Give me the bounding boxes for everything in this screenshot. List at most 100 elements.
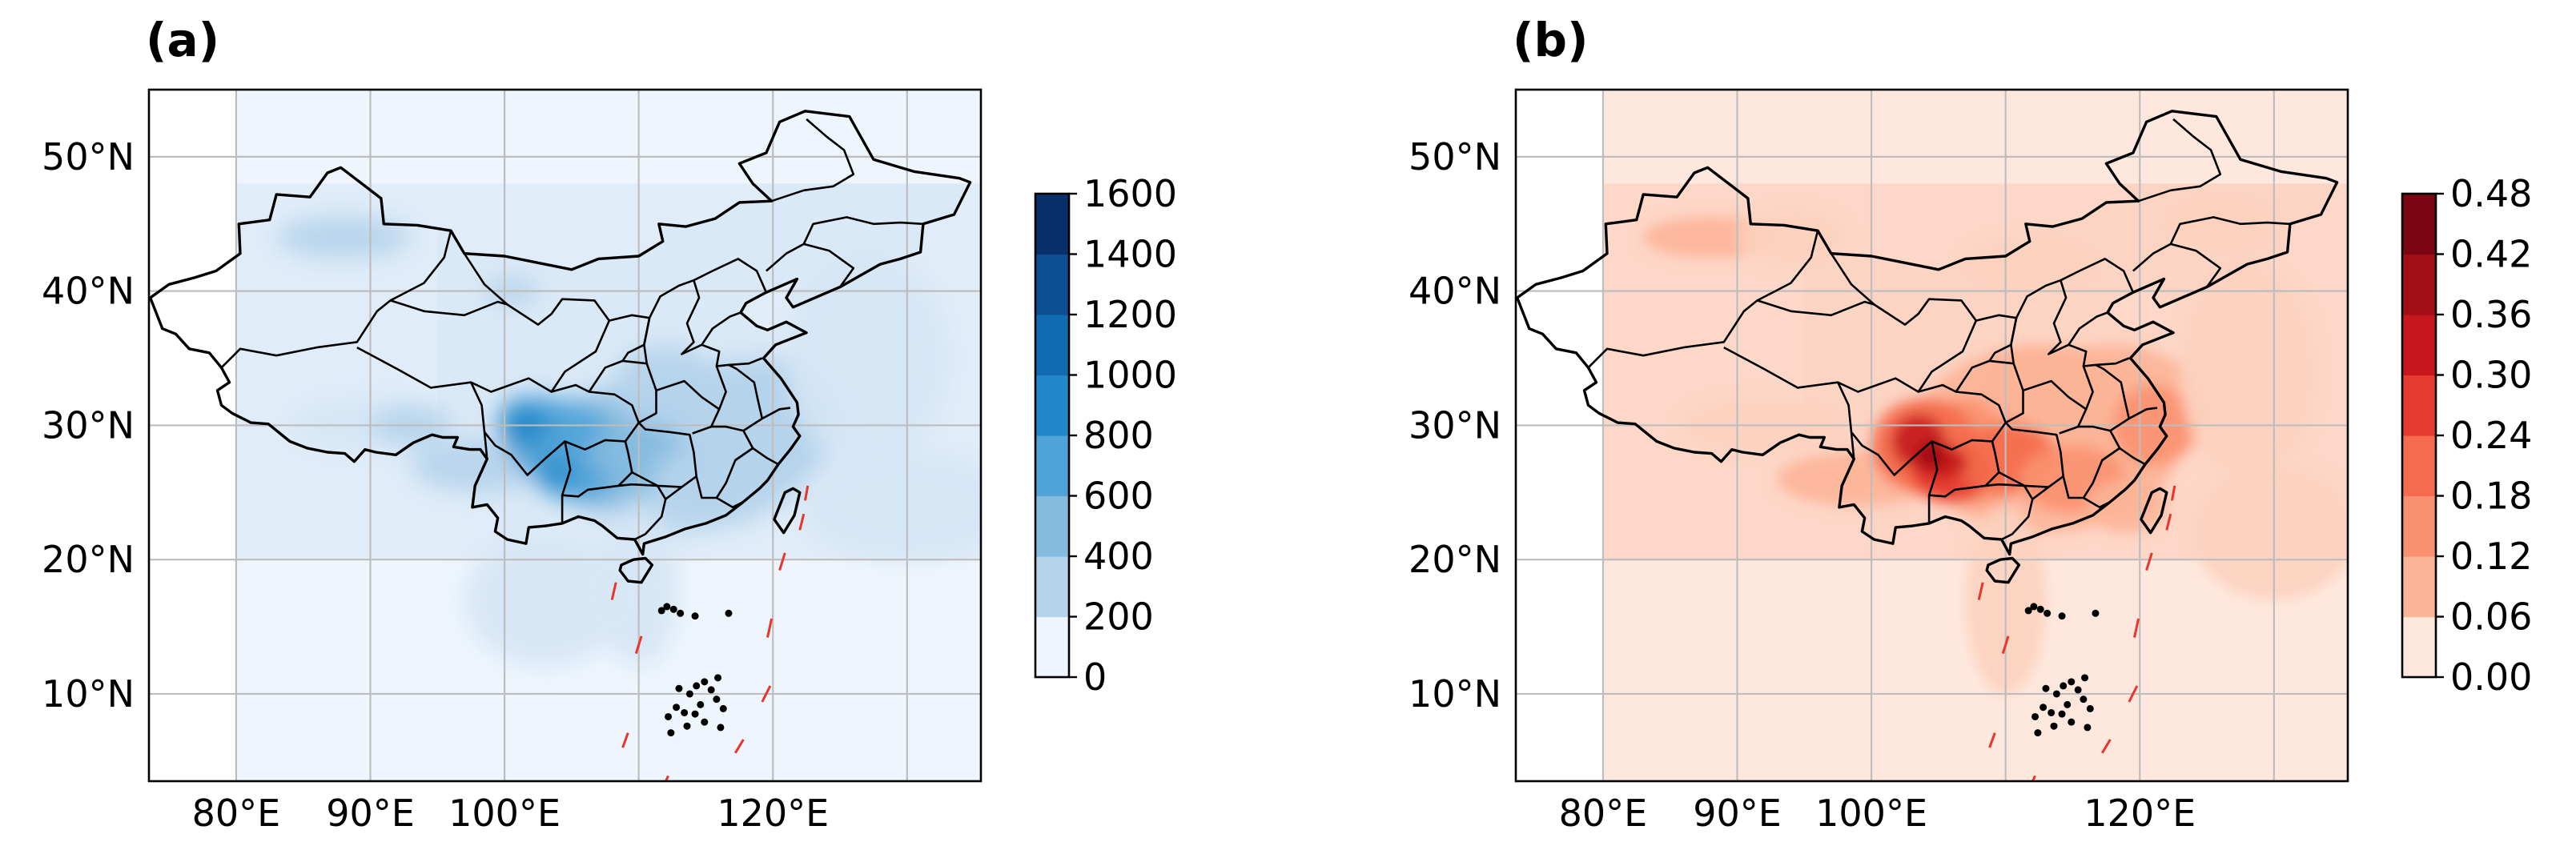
colorbar-segment — [2402, 435, 2436, 497]
field-blob — [1965, 237, 2100, 291]
field-blob — [2086, 479, 2167, 533]
colorbar-tick-label: 0.48 — [2450, 172, 2532, 215]
colorbar-tick-label: 200 — [1083, 595, 1154, 639]
province-boundary — [1757, 299, 1875, 317]
dash-segment — [664, 775, 669, 781]
island-dot — [2048, 708, 2056, 716]
province-boundary — [638, 379, 721, 435]
y-tick-label: 40°N — [1409, 270, 1501, 313]
province-boundary — [2109, 407, 2158, 432]
province-boundary — [2132, 243, 2222, 288]
x-tick-label: 120°E — [2084, 792, 2196, 835]
province-boundary — [2005, 379, 2088, 435]
dash-segment — [778, 552, 786, 571]
island-dot — [669, 605, 677, 613]
province-boundary — [2170, 118, 2222, 192]
dash-segment — [798, 513, 806, 531]
x-tick-label: 80°E — [1559, 792, 1648, 835]
province-boundary — [1955, 359, 2014, 393]
colorbar-segment — [1035, 556, 1069, 618]
colorbar-tick-label: 0.36 — [2450, 293, 2532, 336]
panel-a-map: (a) 80°E 90°E 100°E 120°E 50°N 40°N 30°N 20°N 10°… — [42, 13, 1177, 835]
island-dot — [714, 674, 722, 682]
colorbar-tick-label: 0.24 — [2450, 414, 2532, 457]
province-boundary — [1850, 383, 2007, 476]
colorbar-segment — [2402, 495, 2436, 557]
dash-segment — [2101, 739, 2112, 754]
colorbar: 0.00 0.06 0.12 0.18 0.24 0.30 0.36 0.42 0.48 — [2401, 172, 2532, 699]
province-boundaries — [220, 118, 923, 541]
y-tick-label: 30°N — [1409, 403, 1501, 447]
south-china-sea-islands — [2024, 603, 2100, 737]
colorbar-segment — [1035, 375, 1069, 436]
province-boundary — [742, 407, 791, 432]
colorbar-segment — [2402, 616, 2436, 678]
island-dot — [675, 684, 683, 692]
colorbar-tick-label: 0.00 — [2450, 656, 2532, 699]
island-dot — [2064, 700, 2072, 708]
x-tick-label: 100°E — [1815, 792, 1927, 835]
island-dot — [2060, 682, 2068, 690]
province-boundary — [2095, 363, 2131, 419]
island-dot — [713, 696, 721, 704]
colorbar-tick-label: 1400 — [1083, 233, 1177, 276]
province-boundary — [803, 118, 855, 192]
dash-segment — [1977, 582, 1984, 600]
colorbar-tick-label: 0.12 — [2450, 535, 2532, 578]
field-blob — [652, 445, 760, 513]
field-blob — [538, 459, 573, 486]
province-boundary — [693, 258, 768, 293]
island-dot — [667, 729, 675, 737]
dash-segment — [734, 739, 745, 754]
island-dot — [2036, 605, 2044, 613]
island-dot — [707, 686, 715, 694]
province-boundary — [356, 252, 611, 393]
colorbar-segment — [2402, 375, 2436, 436]
south-china-sea-dashes — [1977, 485, 2176, 781]
province-boundary — [1998, 422, 2064, 488]
island-dot — [2034, 729, 2042, 737]
province-boundary — [561, 441, 633, 498]
province-boundary — [390, 299, 508, 317]
y-tick-label: 10°N — [42, 672, 135, 716]
colorbar-segment — [2402, 556, 2436, 618]
island-dot — [2030, 603, 2038, 611]
province-boundary — [588, 359, 647, 393]
island-dot — [2042, 684, 2050, 692]
province-boundary — [1587, 230, 1819, 369]
china-border — [149, 110, 972, 556]
y-tick-label: 30°N — [42, 403, 135, 447]
panel-b-map: (b) 80°E 90°E 100°E 120°E 50°N 40°N 30°N 20°N 10°… — [1409, 13, 2532, 835]
field-blob — [1979, 344, 2087, 426]
gridlines — [1516, 90, 2348, 781]
south-china-sea-islands — [657, 603, 733, 737]
island-dot — [2050, 722, 2058, 730]
province-boundary — [2082, 357, 2130, 410]
island-dot — [701, 678, 709, 686]
colorbar-tick-label: 0.42 — [2450, 233, 2532, 276]
dash-segment — [2133, 618, 2140, 638]
field-blob — [1737, 210, 1845, 265]
dash-segment — [621, 732, 629, 748]
dash-segment — [2171, 485, 2176, 501]
province-boundary — [1837, 382, 1855, 459]
island-dot — [691, 710, 699, 718]
map-frame — [1514, 88, 2349, 783]
island-dot — [2081, 674, 2089, 682]
province-boundary — [665, 486, 683, 500]
island-dot — [719, 704, 727, 712]
colorbar-segment — [1035, 495, 1069, 557]
dash-segment — [2165, 513, 2172, 531]
colorbar-tick-label: 0.30 — [2450, 354, 2532, 397]
field-blob — [799, 452, 981, 560]
province-boundary — [483, 383, 641, 476]
map-plot-area — [149, 90, 981, 781]
colorbar-segment — [1035, 254, 1069, 315]
colorbar-segment — [2402, 194, 2436, 255]
island-dot — [2031, 712, 2040, 720]
dash-segment — [766, 618, 774, 638]
province-boundary — [728, 363, 764, 419]
colorbar-tick-label: 1600 — [1083, 172, 1177, 215]
dash-segment — [2001, 635, 2010, 655]
island-dot — [685, 690, 693, 698]
